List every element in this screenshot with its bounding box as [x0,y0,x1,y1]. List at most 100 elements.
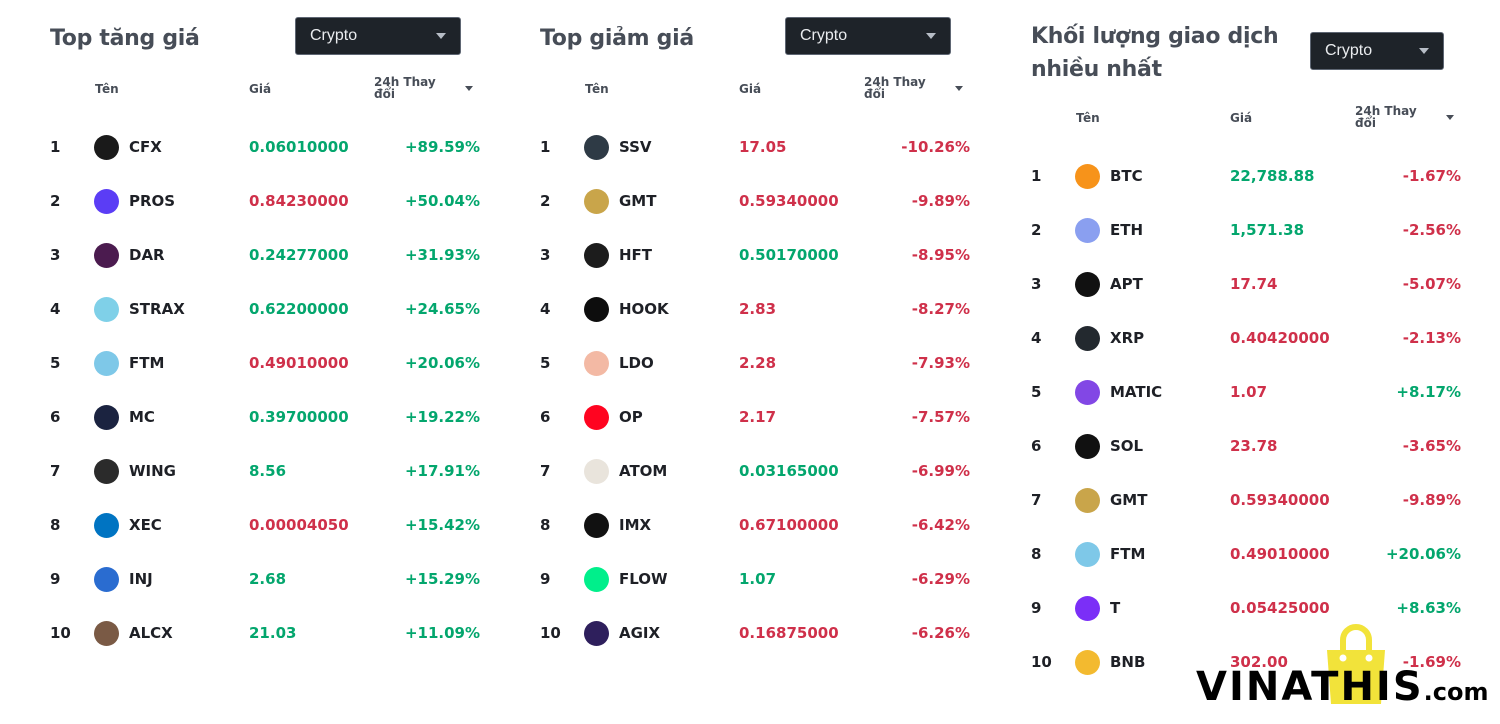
category-dropdown[interactable]: Crypto [1310,32,1444,70]
coin-symbol[interactable]: CFX [129,138,162,156]
dropdown-value: Crypto [1325,42,1373,59]
table-row[interactable]: 2 PROS 0.84230000 +50.04% [50,175,480,229]
table-row[interactable]: 1 BTC 22,788.88 -1.67% [1031,150,1461,204]
coin-symbol[interactable]: ALCX [129,624,173,642]
xrp-icon [1075,326,1100,351]
coin-symbol[interactable]: OP [619,408,643,426]
coin-price: 0.05425000 [1230,599,1330,617]
coin-symbol[interactable]: XRP [1110,329,1145,347]
coin-symbol[interactable]: T [1110,599,1121,617]
coin-price: 0.16875000 [739,624,839,642]
table-row[interactable]: 3 APT 17.74 -5.07% [1031,258,1461,312]
coin-change: -8.27% [911,300,970,318]
coin-change: -9.89% [1402,491,1461,509]
header-price: Giá [739,82,762,96]
coin-symbol[interactable]: ATOM [619,462,668,480]
table-row[interactable]: 8 FTM 0.49010000 +20.06% [1031,528,1461,582]
header-name: Tên [1076,111,1100,125]
table-row[interactable]: 9 INJ 2.68 +15.29% [50,553,480,607]
coin-symbol[interactable]: IMX [619,516,652,534]
coin-symbol[interactable]: BTC [1110,167,1143,185]
coin-symbol[interactable]: SSV [619,138,652,156]
table-row[interactable]: 3 HFT 0.50170000 -8.95% [540,229,970,283]
table-row[interactable]: 2 ETH 1,571.38 -2.56% [1031,204,1461,258]
header-change[interactable]: 24h Thay đổi [374,75,436,101]
table-row[interactable]: 8 IMX 0.67100000 -6.42% [540,499,970,553]
bnb-icon [1075,650,1100,675]
table-row[interactable]: 3 DAR 0.24277000 +31.93% [50,229,480,283]
hft-icon [584,243,609,268]
flow-icon [584,567,609,592]
coin-symbol[interactable]: FTM [1110,545,1146,563]
category-dropdown[interactable]: Crypto [295,17,461,55]
coin-symbol[interactable]: LDO [619,354,654,372]
coin-price: 0.84230000 [249,192,349,210]
row-rank: 2 [1031,221,1042,239]
table-row[interactable]: 6 OP 2.17 -7.57% [540,391,970,445]
header-change[interactable]: 24h Thay đổi [864,75,926,101]
coin-symbol[interactable]: FLOW [619,570,668,588]
table-row[interactable]: 9 T 0.05425000 +8.63% [1031,582,1461,636]
header-change[interactable]: 24h Thay đổi [1355,104,1417,130]
table-row[interactable]: 4 HOOK 2.83 -8.27% [540,283,970,337]
coin-symbol[interactable]: HOOK [619,300,669,318]
table-row[interactable]: 8 XEC 0.00004050 +15.42% [50,499,480,553]
coin-symbol[interactable]: STRAX [129,300,185,318]
ldo-icon [584,351,609,376]
row-rank: 10 [540,624,561,642]
coin-change: +15.29% [404,570,480,588]
eth-icon [1075,218,1100,243]
coin-symbol[interactable]: WING [129,462,176,480]
row-rank: 6 [1031,437,1042,455]
coin-symbol[interactable]: DAR [129,246,165,264]
sort-caret-icon[interactable] [1446,115,1454,120]
coin-symbol[interactable]: GMT [619,192,657,210]
table-row[interactable]: 1 CFX 0.06010000 +89.59% [50,121,480,175]
inj-icon [94,567,119,592]
table-row[interactable]: 5 FTM 0.49010000 +20.06% [50,337,480,391]
table-row[interactable]: 4 STRAX 0.62200000 +24.65% [50,283,480,337]
sort-caret-icon[interactable] [465,86,473,91]
coin-symbol[interactable]: GMT [1110,491,1148,509]
coin-symbol[interactable]: BNB [1110,653,1146,671]
header-price: Giá [1230,111,1253,125]
row-rank: 8 [1031,545,1042,563]
category-dropdown[interactable]: Crypto [785,17,951,55]
coin-symbol[interactable]: AGIX [619,624,661,642]
table-row[interactable]: 6 SOL 23.78 -3.65% [1031,420,1461,474]
table-row[interactable]: 5 MATIC 1.07 +8.17% [1031,366,1461,420]
table-row[interactable]: 6 MC 0.39700000 +19.22% [50,391,480,445]
header-name: Tên [95,82,119,96]
coin-symbol[interactable]: MATIC [1110,383,1163,401]
coin-price: 2.83 [739,300,777,318]
coin-price: 302.00 [1230,653,1288,671]
table-row[interactable]: 4 XRP 0.40420000 -2.13% [1031,312,1461,366]
coin-symbol[interactable]: APT [1110,275,1143,293]
sort-caret-icon[interactable] [955,86,963,91]
table-row[interactable]: 7 WING 8.56 +17.91% [50,445,480,499]
coin-price: 0.59340000 [1230,491,1330,509]
row-rank: 9 [50,570,61,588]
table-row[interactable]: 10 AGIX 0.16875000 -6.26% [540,607,970,661]
coin-symbol[interactable]: ETH [1110,221,1144,239]
table-row[interactable]: 9 FLOW 1.07 -6.29% [540,553,970,607]
coin-symbol[interactable]: MC [129,408,155,426]
coin-symbol[interactable]: XEC [129,516,162,534]
row-rank: 8 [540,516,551,534]
table-row[interactable]: 10 BNB 302.00 -1.69% [1031,636,1461,690]
coin-symbol[interactable]: FTM [129,354,165,372]
coin-symbol[interactable]: INJ [129,570,153,588]
coin-symbol[interactable]: HFT [619,246,653,264]
agix-icon [584,621,609,646]
table-row[interactable]: 1 SSV 17.05 -10.26% [540,121,970,175]
table-row[interactable]: 7 GMT 0.59340000 -9.89% [1031,474,1461,528]
row-rank: 5 [1031,383,1042,401]
coin-symbol[interactable]: PROS [129,192,176,210]
table-header: Tên Giá 24h Thay đổi [50,76,480,106]
coin-change: -5.07% [1402,275,1461,293]
table-row[interactable]: 2 GMT 0.59340000 -9.89% [540,175,970,229]
table-row[interactable]: 7 ATOM 0.03165000 -6.99% [540,445,970,499]
table-row[interactable]: 5 LDO 2.28 -7.93% [540,337,970,391]
table-row[interactable]: 10 ALCX 21.03 +11.09% [50,607,480,661]
coin-symbol[interactable]: SOL [1110,437,1144,455]
